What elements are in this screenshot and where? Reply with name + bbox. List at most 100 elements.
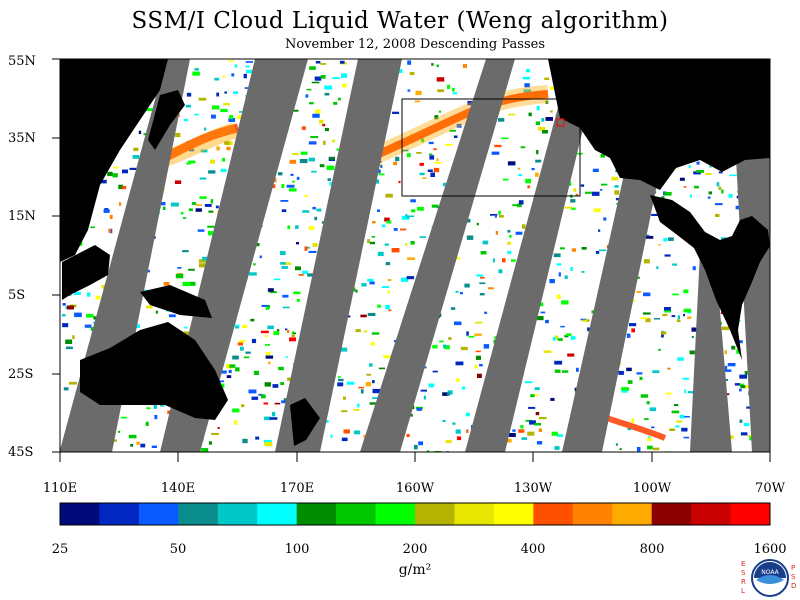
- colorbar-cell: [99, 503, 140, 525]
- cloud-pixel: [277, 329, 280, 332]
- cloud-pixel: [455, 429, 461, 434]
- cloud-pixel: [371, 236, 376, 238]
- cloud-pixel: [664, 191, 672, 196]
- colorbar-tick-400: 400: [520, 542, 546, 557]
- cloud-pixel: [293, 291, 301, 295]
- cloud-pixel: [405, 214, 408, 217]
- cloud-pixel: [643, 292, 651, 297]
- logo-letter: S: [741, 569, 746, 577]
- land: [60, 59, 770, 446]
- cloud-pixel: [308, 250, 317, 253]
- cloud-pixel: [492, 258, 495, 263]
- cloud-pixel: [210, 159, 215, 164]
- cloud-pixel: [639, 376, 643, 381]
- cloud-pixel: [387, 290, 390, 294]
- cloud-pixel: [384, 243, 389, 246]
- cloud-pixel: [498, 118, 505, 122]
- cloud-pixel: [110, 228, 113, 234]
- cloud-pixel: [183, 119, 189, 122]
- cloud-pixel: [377, 251, 384, 257]
- no-data-gaps: [60, 59, 770, 452]
- cloud-pixel: [323, 140, 326, 145]
- cloud-pixel: [186, 92, 192, 97]
- cloud-pixel: [208, 441, 212, 445]
- cloud-pixel: [528, 406, 536, 409]
- cloud-pixel: [455, 290, 459, 293]
- chart-title: SSM/I Cloud Liquid Water (Weng algorithm…: [131, 8, 669, 34]
- cloud-pixel: [453, 135, 458, 138]
- cloud-pixel: [208, 170, 216, 174]
- cloud-pixel: [422, 177, 427, 179]
- cloud-pixel: [223, 103, 230, 106]
- cloud-pixel: [285, 356, 288, 358]
- logo-letter: L: [741, 587, 745, 595]
- cloud-pixel: [595, 251, 600, 254]
- colorbar-cell: [217, 503, 258, 525]
- cloud-pixel: [153, 404, 157, 409]
- cloud-pixel: [449, 129, 456, 132]
- cloud-pixel: [531, 168, 535, 171]
- cloud-pixel: [357, 403, 360, 408]
- cloud-pixel: [428, 383, 435, 388]
- cloud-pixel: [281, 183, 285, 188]
- cloud-pixel: [660, 331, 667, 335]
- cloud-pixel: [65, 339, 73, 344]
- cloud-pixel: [386, 220, 392, 224]
- cloud-pixel: [554, 369, 561, 373]
- cloud-pixel: [277, 172, 283, 176]
- cloud-pixel: [288, 188, 297, 192]
- cloud-pixel: [298, 274, 304, 276]
- cloud-pixel: [272, 384, 279, 388]
- cloud-pixel: [662, 313, 668, 317]
- cloud-pixel: [355, 289, 358, 293]
- cloud-pixel: [524, 83, 530, 88]
- cloud-pixel: [388, 309, 392, 312]
- cloud-pixel: [416, 407, 422, 411]
- cloud-pixel: [729, 174, 737, 177]
- cloud-pixel: [406, 276, 415, 280]
- cloud-pixel: [437, 89, 444, 93]
- cloud-pixel: [265, 344, 271, 346]
- colorbar-cell: [375, 503, 416, 525]
- cloud-pixel: [259, 255, 262, 259]
- cloud-pixel: [341, 73, 348, 78]
- cloud-pixel: [236, 116, 244, 120]
- cloud-pixel: [616, 203, 619, 205]
- cloud-pixel: [683, 436, 690, 439]
- cloud-pixel: [689, 194, 692, 198]
- lon-label-160w: 160W: [395, 481, 435, 496]
- cloud-pixel: [319, 164, 325, 168]
- cloud-pixel: [683, 308, 692, 313]
- cloud-pixel: [183, 331, 190, 336]
- cloud-pixel: [86, 313, 94, 318]
- cloud-pixel: [728, 193, 733, 198]
- cloud-pixel: [664, 309, 672, 313]
- cloud-pixel: [724, 365, 728, 370]
- cloud-pixel: [62, 323, 69, 328]
- cloud-pixel: [265, 351, 271, 355]
- cloud-pixel: [738, 340, 743, 344]
- cloud-pixel: [111, 439, 117, 442]
- cloud-pixel: [366, 373, 372, 376]
- cloud-pixel: [217, 427, 220, 429]
- cloud-pixel: [267, 288, 274, 292]
- cloud-pixel: [280, 262, 286, 265]
- cloud-pixel: [273, 331, 280, 336]
- cloud-pixel: [143, 133, 147, 136]
- cloud-pixel: [170, 202, 179, 207]
- cloud-pixel: [336, 148, 339, 151]
- cloud-pixel: [118, 202, 122, 206]
- cloud-pixel: [447, 390, 453, 395]
- cloud-pixel: [691, 336, 694, 339]
- cloud-pixel: [420, 389, 427, 392]
- cloud-pixel: [239, 340, 246, 343]
- cloud-pixel: [554, 360, 563, 365]
- cloud-pixel: [315, 61, 321, 64]
- cloud-pixel: [162, 206, 166, 210]
- cloud-pixel: [646, 401, 650, 405]
- cloud-pixel: [199, 450, 205, 452]
- cloud-pixel: [671, 410, 680, 414]
- cloud-pixel: [109, 214, 113, 219]
- cloud-pixel: [198, 97, 207, 101]
- cloud-pixel: [475, 350, 481, 353]
